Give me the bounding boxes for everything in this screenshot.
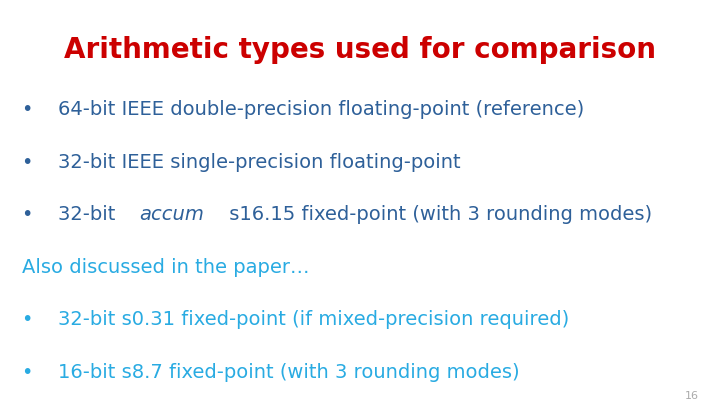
Text: s16.15 fixed-point (with 3 rounding modes): s16.15 fixed-point (with 3 rounding mode…: [223, 205, 652, 224]
Text: 32-bit IEEE single-precision floating-point: 32-bit IEEE single-precision floating-po…: [58, 153, 460, 171]
Text: 32-bit: 32-bit: [58, 205, 121, 224]
Text: 16: 16: [685, 391, 698, 401]
Text: 16-bit s8.7 fixed-point (with 3 rounding modes): 16-bit s8.7 fixed-point (with 3 rounding…: [58, 363, 519, 382]
Text: •: •: [22, 100, 33, 119]
Text: 64-bit IEEE double-precision floating-point (reference): 64-bit IEEE double-precision floating-po…: [58, 100, 584, 119]
Text: •: •: [22, 153, 33, 171]
Text: Also discussed in the paper…: Also discussed in the paper…: [22, 258, 309, 277]
Text: 32-bit s0.31 fixed-point (if mixed-precision required): 32-bit s0.31 fixed-point (if mixed-preci…: [58, 311, 569, 329]
Text: Arithmetic types used for comparison: Arithmetic types used for comparison: [64, 36, 656, 64]
Text: accum: accum: [140, 205, 204, 224]
Text: •: •: [22, 363, 33, 382]
Text: •: •: [22, 311, 33, 329]
Text: •: •: [22, 205, 33, 224]
